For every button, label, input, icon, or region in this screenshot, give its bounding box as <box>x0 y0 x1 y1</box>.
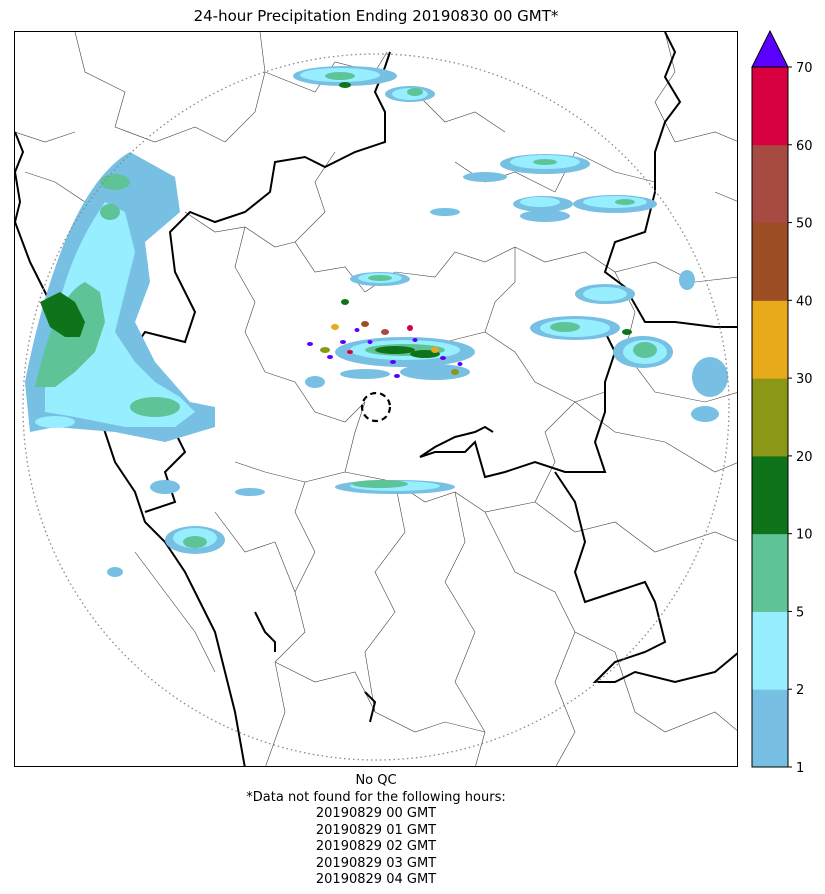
radar-site-marker <box>360 391 392 423</box>
precip-20plus-mm <box>320 321 459 375</box>
colorbar-overflow-triangle <box>751 29 789 68</box>
colorbar-blocks <box>752 67 788 768</box>
qc-label: No QC <box>355 773 397 788</box>
map-canvas <box>15 32 737 766</box>
colorbar-tick-label: 2 <box>796 683 804 698</box>
footnote: No QC *Data not found for the following … <box>14 773 738 889</box>
colorbar-block <box>752 300 788 379</box>
colorbar-tick-label: 20 <box>796 450 813 465</box>
colorbar-tick-label: 10 <box>796 528 813 543</box>
colorbar-tick-label: 50 <box>796 217 813 232</box>
colorbar-tick-label: 60 <box>796 139 813 154</box>
radar-range-ring <box>22 53 730 761</box>
missing-hour: 20190829 01 GMT <box>315 822 437 838</box>
colorbar-block <box>752 378 788 457</box>
precipitation-map <box>14 31 738 767</box>
colorbar-tick-label: 1 <box>796 761 804 773</box>
colorbar-ticks: 1 2 5 10 20 30 40 50 60 70 <box>788 61 813 773</box>
precip-overflow-cells <box>307 328 463 378</box>
missing-hour: 20190829 00 GMT <box>315 806 437 821</box>
colorbar-tick-label: 70 <box>796 61 813 76</box>
colorbar-block <box>752 689 788 768</box>
colorbar-block <box>752 455 788 535</box>
missing-hour: 20190829 02 GMT <box>315 839 437 854</box>
colorbar-block <box>752 67 788 146</box>
chart-title: 24-hour Precipitation Ending 20190830 00… <box>193 7 559 25</box>
colorbar-block <box>752 222 788 301</box>
colorbar-tick-label: 30 <box>796 372 813 387</box>
missing-hour: 20190829 04 GMT <box>315 872 437 887</box>
colorbar: 1 2 5 10 20 30 40 50 60 70 <box>751 29 813 773</box>
colorbar-block <box>752 533 788 612</box>
colorbar-tick-label: 40 <box>796 294 813 309</box>
colorbar-frame <box>751 66 789 768</box>
missing-hour: 20190829 03 GMT <box>315 855 437 871</box>
missing-data-note: *Data not found for the following hours: <box>246 789 506 805</box>
colorbar-block <box>752 611 788 690</box>
colorbar-tick-label: 5 <box>796 605 804 620</box>
colorbar-block <box>752 144 788 224</box>
precip-1-2mm <box>25 66 728 577</box>
